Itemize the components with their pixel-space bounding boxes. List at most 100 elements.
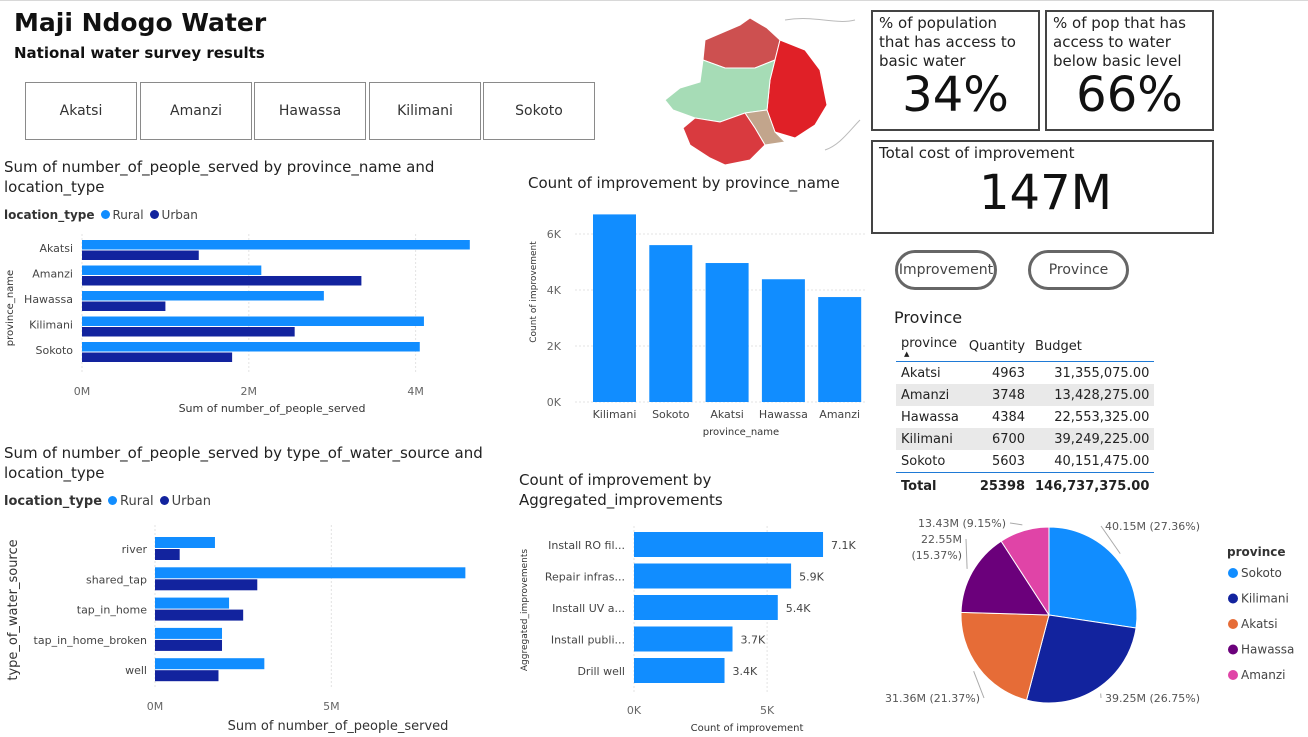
chart1-title: Sum of number_of_people_served by provin… (4, 158, 435, 196)
column-header-province[interactable]: province ▲ (896, 332, 964, 362)
improvement-button[interactable]: Improvement (895, 250, 997, 290)
pie-slice-akatsi[interactable] (960, 611, 1050, 701)
y-tick-label: Install RO fil... (548, 539, 625, 552)
slicer-hawassa[interactable]: Hawassa (254, 82, 366, 140)
bar-urban-kilimani[interactable] (82, 327, 295, 337)
cell-budget: 31,355,075.00 (1054, 365, 1150, 381)
bar-hawassa[interactable] (761, 279, 805, 402)
bar-urban-well[interactable] (155, 670, 219, 682)
bar-amanzi[interactable] (818, 297, 862, 402)
slicer-kilimani[interactable]: Kilimani (369, 82, 481, 140)
x-tick-label: 5K (760, 704, 775, 717)
bar-rural-kilimani[interactable] (82, 316, 424, 327)
bar-rural-tap-in-home-broken[interactable] (155, 627, 223, 639)
bar-kilimani[interactable] (593, 214, 636, 402)
province-map[interactable] (655, 10, 865, 170)
chart2-improvement-by-province[interactable]: 0K 2K 4K 6K Kilimani Sokoto Akatsi Hawassa Amanz… (520, 200, 865, 440)
bar-urban-sokoto[interactable] (82, 352, 233, 363)
bar-improvement-3[interactable] (634, 626, 733, 652)
bar-urban-river[interactable] (155, 549, 180, 560)
x-tick-label: 4M (407, 385, 424, 398)
legend-urban[interactable]: Urban (159, 494, 211, 509)
chart1-people-by-province[interactable]: 0M 2M 4M Akatsi Amanzi Hawassa Kilimani Sokoto S… (0, 228, 490, 420)
table-total-row: Total 25398 146,737,375.00 (896, 472, 1155, 497)
bar-rural-shared-tap[interactable] (155, 567, 466, 579)
legend-rural-swatch (100, 210, 110, 219)
cell-budget: 40,151,475.00 (1054, 453, 1150, 469)
bar-urban-amanzi[interactable] (82, 276, 362, 286)
pie-leader-line (1100, 525, 1121, 554)
slicer-amanzi[interactable]: Amanzi (140, 82, 252, 140)
column-header-quantity[interactable]: Quantity (963, 332, 1031, 362)
cell-budget: 22,553,325.00 (1054, 409, 1150, 425)
data-label: 5.9K (799, 571, 824, 584)
bar-urban-shared-tap[interactable] (155, 579, 258, 591)
top-divider (0, 0, 1308, 4)
y-tick-label: Repair infras... (545, 571, 625, 584)
y-tick-label: shared_tap (86, 573, 147, 586)
legend-rural[interactable]: Rural (100, 208, 144, 222)
card-below-basic-value: 66% (1076, 67, 1183, 123)
table-row: Akatsi 4963 31,355,075.00 (896, 362, 1154, 385)
chart5-budget-pie[interactable]: 40.15M (27.36%) 39.25M (26.75%) 31.36M (21… (880, 505, 1300, 737)
legend-rural[interactable]: Rural (108, 494, 154, 509)
pie-legend-item-kilimani: Kilimani (1241, 592, 1289, 606)
table-title: Province (894, 308, 963, 327)
y-tick-label: Drill well (577, 665, 625, 678)
bar-improvement-0[interactable] (634, 532, 824, 557)
pie-slice-amanzi[interactable] (1000, 526, 1050, 617)
y-tick-label: Install UV a... (552, 602, 625, 615)
bar-improvement-1[interactable] (634, 563, 792, 589)
pie-legend-swatch (1228, 619, 1238, 629)
pie-data-label: 40.15M (27.36%) (1105, 520, 1200, 533)
pie-legend-item-amanzi: Amanzi (1241, 668, 1286, 682)
card-basic-access-label: % of population that has access to basic… (879, 14, 1016, 70)
pie-legend-item-sokoto: Sokoto (1241, 566, 1282, 580)
card-total-cost-label: Total cost of improvement (879, 144, 1075, 162)
cell-quantity: 4963 (991, 365, 1026, 381)
bar-akatsi[interactable] (705, 263, 749, 402)
bar-rural-sokoto[interactable] (82, 342, 420, 352)
y-tick-label: 0K (547, 396, 562, 409)
y-tick-label: Kilimani (29, 319, 73, 332)
bar-urban-tap-in-home[interactable] (155, 609, 244, 621)
pie-slice-sokoto[interactable] (1048, 526, 1138, 629)
slicer-sokoto[interactable]: Sokoto (483, 82, 595, 140)
legend-urban[interactable]: Urban (149, 208, 198, 222)
map-region-north[interactable] (702, 17, 781, 69)
map-region-south[interactable] (682, 112, 766, 166)
bar-urban-hawassa[interactable] (82, 301, 166, 312)
bar-improvement-4[interactable] (634, 658, 725, 683)
bar-urban-tap-in-home-broken[interactable] (155, 639, 223, 651)
slicer-akatsi[interactable]: Akatsi (25, 82, 137, 140)
pie-legend-swatch (1228, 568, 1238, 578)
province-button[interactable]: Province (1028, 250, 1129, 290)
card-total-cost: Total cost of improvement 147M (871, 140, 1214, 234)
table-row: Kilimani 6700 39,249,225.00 (896, 428, 1155, 450)
cell-province: Amanzi (896, 384, 964, 406)
bar-sokoto[interactable] (649, 245, 693, 402)
bar-rural-well[interactable] (155, 658, 265, 670)
bar-urban-akatsi[interactable] (82, 250, 199, 261)
pie-slice-kilimani[interactable] (1025, 614, 1137, 704)
map-coastline-east (824, 119, 861, 151)
bar-rural-hawassa[interactable] (82, 291, 324, 301)
chart3-legend: location_type Rural Urban (4, 494, 211, 509)
bar-rural-river[interactable] (155, 537, 215, 548)
bar-rural-akatsi[interactable] (82, 240, 470, 250)
pie-legend-swatch (1228, 644, 1238, 655)
map-region-east[interactable] (766, 39, 828, 139)
pie-slice-hawassa[interactable] (960, 540, 1050, 616)
y-tick-label: Install publi... (551, 634, 625, 647)
cell-budget: 39,249,225.00 (1030, 428, 1155, 450)
x-axis-label: Sum of number_of_people_served (179, 402, 366, 415)
map-coastline (784, 18, 856, 22)
bar-improvement-2[interactable] (634, 595, 778, 620)
chart4-improvement-by-aggregated[interactable]: 0K 5K Install RO fil... 7.1K Repair infras..… (514, 522, 864, 737)
column-header-budget[interactable]: Budget (1030, 332, 1155, 362)
chart3-people-by-source[interactable]: 0M 5M river shared_tap tap_in_home tap_in_hom… (0, 520, 500, 737)
bar-rural-amanzi[interactable] (82, 265, 262, 276)
bar-rural-tap-in-home[interactable] (155, 597, 230, 609)
x-axis-label: province_name (703, 427, 779, 438)
cell-quantity: 3748 (963, 384, 1031, 406)
